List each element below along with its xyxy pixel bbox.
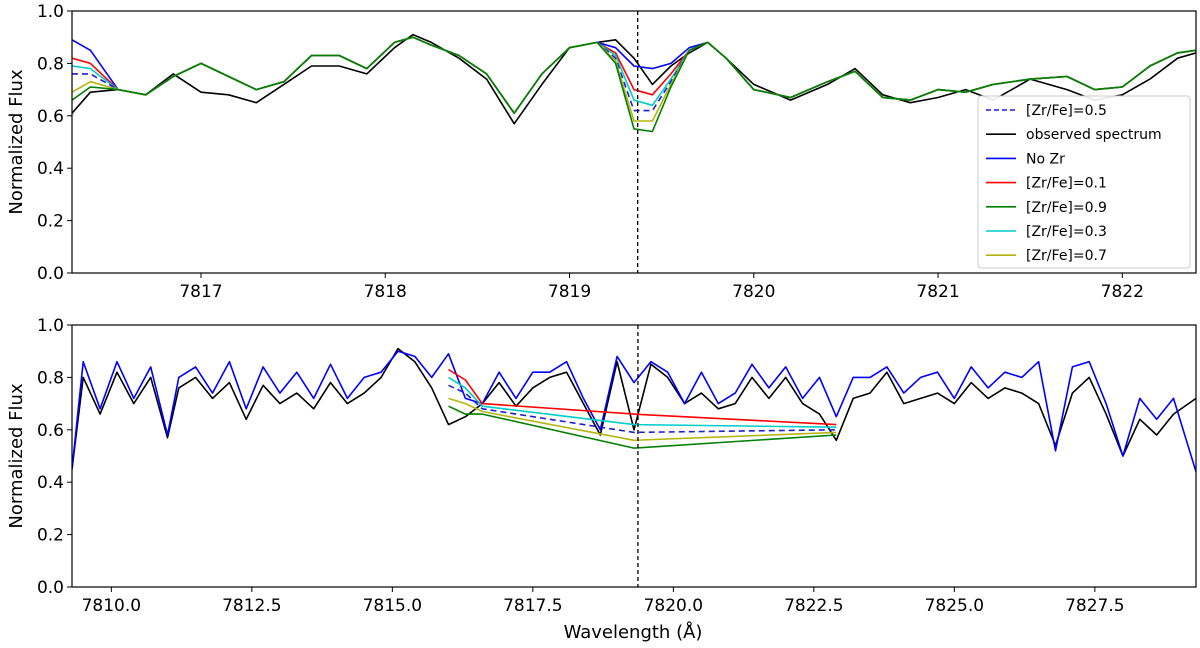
- legend: [Zr/Fe]=0.5 observed spectrum No Zr [Zr/Fe]…: [977, 95, 1191, 269]
- x-tick-label-1-3: 7817.5: [503, 596, 562, 616]
- top-panel: 7817 7818 7819 7820 7821 7822 0.0 0.2 0.4 0.6 0.8 1…: [37, 2, 1197, 302]
- x-tick-label-1-4: 7820.0: [644, 596, 703, 616]
- x-tick-label-0-5: 7822: [1101, 282, 1144, 302]
- series-line-1-1: [72, 350, 1196, 472]
- y-tick-label-1-4: 0.8: [37, 368, 64, 388]
- x-tick-label-1-1: 7812.5: [222, 596, 281, 616]
- x-tick-label-1-6: 7825.0: [925, 596, 984, 616]
- y-tick-label-1-3: 0.6: [37, 421, 64, 441]
- series-line-1-6: [448, 405, 837, 449]
- x-tick-label-1-0: 7810.0: [82, 596, 141, 616]
- series-line-1-0: [72, 347, 1196, 470]
- y-tick-label-0-1: 0.2: [37, 212, 64, 232]
- x-tick-label-0-1: 7818: [364, 282, 407, 302]
- bottom-panel: 7810.0 7812.5 7815.0 7817.5 7820.0 7822.5 7825…: [37, 316, 1197, 616]
- axes-frame-0: [71, 10, 1197, 274]
- y-tick-label-1-2: 0.4: [37, 473, 64, 493]
- y-tick-label-1-1: 0.2: [37, 526, 64, 546]
- legend-label-6: [Zr/Fe]=0.7: [1026, 248, 1107, 264]
- y-tick-label-0-4: 0.8: [37, 54, 64, 74]
- legend-label-4: [Zr/Fe]=0.9: [1026, 200, 1107, 216]
- axes-frame-1: [71, 324, 1197, 588]
- y-tick-label-0-3: 0.6: [37, 107, 64, 127]
- x-tick-label-1-7: 7827.5: [1065, 596, 1124, 616]
- y-tick-label-0-0: 0.0: [37, 264, 64, 284]
- legend-label-3: [Zr/Fe]=0.1: [1026, 176, 1107, 192]
- x-tick-label-1-5: 7822.5: [784, 596, 843, 616]
- x-tick-label-1-2: 7815.0: [363, 596, 422, 616]
- y-tick-label-1-0: 0.0: [37, 578, 64, 598]
- series-line-0-6: [72, 36, 1196, 133]
- x-tick-label-0-2: 7819: [548, 282, 591, 302]
- y-tick-label-0-2: 0.4: [37, 159, 64, 179]
- y-tick-label-0-5: 1.0: [37, 2, 64, 22]
- ylabel-bottom: Normalized Flux: [6, 383, 27, 529]
- x-tick-label-0-4: 7821: [916, 282, 959, 302]
- xlabel-bottom: Wavelength (Å): [564, 621, 703, 643]
- series-line-1-2: [448, 368, 837, 426]
- legend-label-0: [Zr/Fe]=0.5: [1026, 103, 1107, 119]
- legend-label-1: observed spectrum: [1026, 127, 1162, 143]
- ylabel-top: Normalized Flux: [6, 69, 27, 215]
- y-tick-label-1-5: 1.0: [37, 316, 64, 336]
- series-line-1-4: [448, 384, 837, 434]
- series-line-1-3: [448, 376, 837, 428]
- x-tick-label-0-3: 7820: [732, 282, 775, 302]
- legend-label-2: No Zr: [1026, 151, 1065, 167]
- x-tick-label-0-0: 7817: [179, 282, 222, 302]
- series-line-1-5: [448, 397, 837, 442]
- legend-label-5: [Zr/Fe]=0.3: [1026, 224, 1107, 240]
